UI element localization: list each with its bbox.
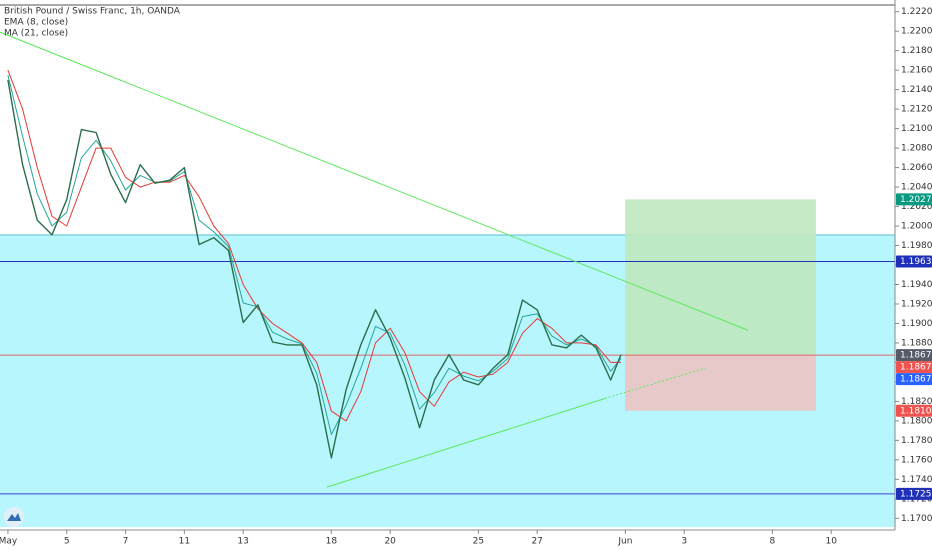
x-tick-label: 11 bbox=[179, 537, 190, 547]
trendline bbox=[604, 367, 706, 399]
trendline bbox=[0, 31, 749, 331]
y-tick-label: 1.20000 bbox=[901, 222, 932, 232]
price-badge-label: 1.18674 bbox=[900, 363, 932, 373]
x-tick-label: 5 bbox=[64, 537, 70, 547]
price-badge-label: 1.17251 bbox=[900, 489, 932, 499]
x-tick-label: 8 bbox=[770, 537, 776, 547]
y-tick-label: 1.17600 bbox=[901, 455, 932, 465]
y-tick-label: 1.17800 bbox=[901, 436, 932, 446]
y-tick-label: 1.18800 bbox=[901, 338, 932, 348]
indicator-legend: MA (21, close) bbox=[4, 29, 68, 39]
y-tick-label: 1.19000 bbox=[901, 319, 932, 329]
plot-area bbox=[0, 31, 895, 528]
indicator-line bbox=[7, 69, 621, 422]
x-tick-label: 10 bbox=[825, 537, 837, 547]
axes: EMA (8, close)MA (21, close) 1.22200 1.220… bbox=[0, 7, 932, 547]
y-tick-label: 1.19200 bbox=[901, 299, 932, 309]
price-badge bbox=[896, 404, 932, 417]
y-tick-label: 1.17000 bbox=[901, 514, 932, 524]
indicator-legend: EMA (8, close) bbox=[4, 18, 68, 28]
y-tick-label: 1.22200 bbox=[901, 7, 932, 17]
price-badge bbox=[896, 361, 932, 374]
x-tick-label: 3 bbox=[681, 537, 687, 547]
price-badge bbox=[896, 487, 932, 500]
y-tick-label: 1.18200 bbox=[901, 397, 932, 407]
loss-zone bbox=[625, 355, 816, 411]
y-tick-label: 1.21600 bbox=[901, 66, 932, 76]
logo-icon bbox=[7, 513, 21, 521]
y-tick-label: 1.18000 bbox=[901, 416, 932, 426]
y-tick-label: 1.20200 bbox=[901, 202, 932, 212]
x-tick-label: 20 bbox=[384, 537, 396, 547]
price-badge bbox=[896, 373, 932, 386]
price-line bbox=[7, 79, 622, 459]
x-tick-label: 18 bbox=[326, 537, 338, 547]
y-tick-label: 1.20400 bbox=[901, 183, 932, 193]
price-badge-label: 1.18104 bbox=[900, 406, 932, 416]
price-badge-label: 1.18672 bbox=[900, 375, 932, 385]
y-tick-label: 1.20800 bbox=[901, 144, 932, 154]
y-tick-label: 1.17400 bbox=[901, 475, 932, 485]
y-tick-label: 1.21000 bbox=[901, 124, 932, 134]
y-tick-label: 1.19400 bbox=[901, 280, 932, 290]
x-tick-label: 13 bbox=[237, 537, 248, 547]
x-tick-label: May bbox=[0, 537, 18, 547]
indicator-line bbox=[7, 74, 622, 435]
price-badge bbox=[896, 193, 932, 206]
profit-zone bbox=[625, 199, 816, 356]
price-badge bbox=[896, 349, 932, 362]
chart-title: British Pound / Swiss Franc, 1h, OANDA bbox=[4, 7, 181, 17]
y-tick-label: 1.21400 bbox=[901, 85, 932, 95]
price-badge-label: 1.18675 bbox=[900, 351, 932, 361]
y-tick-label: 1.19800 bbox=[901, 241, 932, 251]
x-tick-label: 27 bbox=[531, 537, 542, 547]
y-tick-label: 1.21800 bbox=[901, 46, 932, 56]
y-tick-label: 1.22000 bbox=[901, 27, 932, 37]
price-badge-label: 1.20273 bbox=[900, 195, 932, 205]
price-badge-label: 1.19636 bbox=[900, 257, 932, 267]
trendline bbox=[326, 397, 605, 488]
y-tick-label: 1.20600 bbox=[901, 163, 932, 173]
x-tick-label: 25 bbox=[473, 537, 484, 547]
price-badge bbox=[896, 255, 932, 268]
x-tick-label: 7 bbox=[123, 537, 129, 547]
x-tick-label: Jun bbox=[617, 537, 632, 547]
y-tick-label: 1.21200 bbox=[901, 105, 932, 115]
